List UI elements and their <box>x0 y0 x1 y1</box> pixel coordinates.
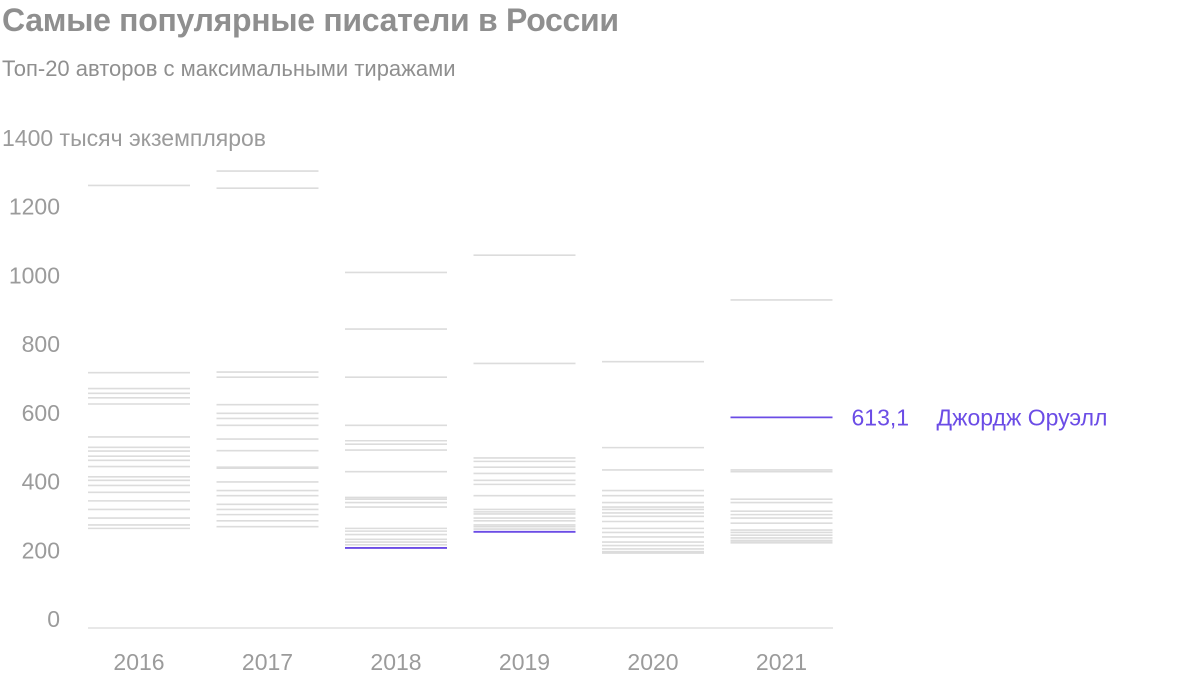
strips <box>88 170 833 554</box>
y-tick-label: 800 <box>22 331 60 357</box>
highlight-name-label: Джордж Оруэлл <box>937 404 1108 430</box>
x-tick-label: 2018 <box>370 649 421 675</box>
y-tick-label: 600 <box>22 400 60 426</box>
x-tick-label: 2017 <box>242 649 293 675</box>
x-tick-label: 2016 <box>113 649 164 675</box>
x-tick-label: 2019 <box>499 649 550 675</box>
highlight-series: 613,1 Джордж Оруэлл <box>345 404 1108 549</box>
y-tick-label: 200 <box>22 537 60 563</box>
y-axis-ticks: 0 200 400 600 800 1000 1200 1400 тысяч экземпля… <box>2 125 266 632</box>
x-tick-label: 2020 <box>627 649 678 675</box>
y-tick-label: 1000 <box>9 262 60 288</box>
chart-title: Самые популярные писатели в России <box>2 2 619 38</box>
highlight-value-label: 613,1 <box>852 404 910 430</box>
y-tick-label: 400 <box>22 469 60 495</box>
y-tick-label: 1200 <box>9 194 60 220</box>
y-tick-label: 0 <box>47 606 60 632</box>
chart-subtitle: Топ-20 авторов с максимальными тиражами <box>2 56 456 81</box>
y-tick-label: 1400 тысяч экземпляров <box>2 125 266 151</box>
x-tick-label: 2021 <box>756 649 807 675</box>
x-axis-ticks: 2016 2017 2018 2019 2020 2021 <box>113 649 807 675</box>
